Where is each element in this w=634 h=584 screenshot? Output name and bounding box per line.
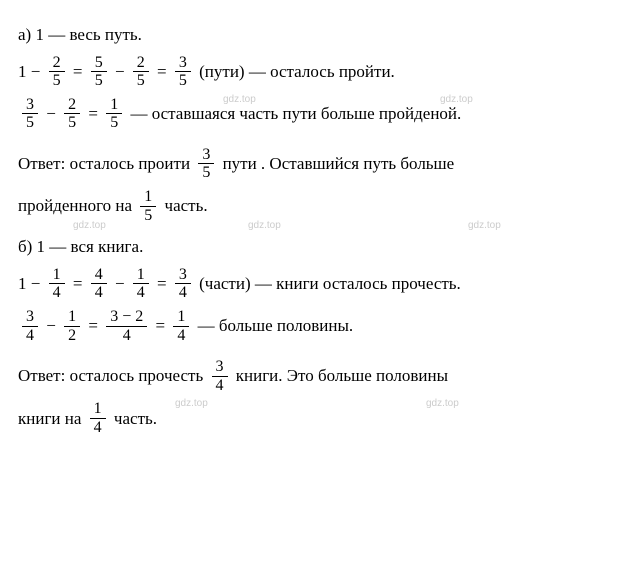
- fraction: 34: [212, 358, 228, 394]
- fraction: 15: [106, 96, 122, 132]
- fraction: 25: [133, 54, 149, 90]
- label-text: б) 1 — вся книга.: [18, 234, 143, 260]
- fraction: 15: [140, 188, 156, 224]
- text: (части) — книги осталось прочесть.: [195, 271, 461, 297]
- watermark: gdz.top: [468, 218, 501, 233]
- text: −: [42, 313, 60, 339]
- text: Ответ: осталось проити: [18, 151, 194, 177]
- text: =: [84, 313, 102, 339]
- fraction: 14: [90, 400, 106, 436]
- part-b-eq2: 34 − 12 = 3 − 24 = 14 — больше половины.: [18, 308, 616, 344]
- fraction: 35: [175, 54, 191, 90]
- text: книги на: [18, 406, 86, 432]
- fraction: 35: [198, 146, 214, 182]
- part-a-answer-2: пройденного на 15 часть. gdz.top gdz.top…: [18, 188, 616, 224]
- fraction: 25: [64, 96, 80, 132]
- fraction: 55: [91, 54, 107, 90]
- fraction: 12: [64, 308, 80, 344]
- text: 1 −: [18, 59, 45, 85]
- fraction: 25: [49, 54, 65, 90]
- text: 1 −: [18, 271, 45, 297]
- watermark: gdz.top: [73, 218, 106, 233]
- text: =: [153, 59, 171, 85]
- label-text: а) 1 — весь путь.: [18, 22, 142, 48]
- fraction: 14: [173, 308, 189, 344]
- fraction: 34: [22, 308, 38, 344]
- text: =: [69, 59, 87, 85]
- text: =: [84, 101, 102, 127]
- text: (пути) — осталось пройти.: [195, 59, 395, 85]
- part-b-answer-1: Ответ: осталось прочесть 34 книги. Это б…: [18, 358, 616, 394]
- text: Ответ: осталось прочесть: [18, 363, 208, 389]
- part-a-eq2: 35 − 25 = 15 — оставшаяся часть пути бол…: [18, 96, 616, 132]
- part-a-eq1: 1 − 25 = 55 − 25 = 35 (пути) — осталось …: [18, 54, 616, 90]
- fraction: 44: [91, 266, 107, 302]
- part-b-answer-2: книги на 14 часть.: [18, 400, 616, 436]
- text: часть.: [160, 193, 207, 219]
- text: пути . Оставшийся путь больше: [218, 151, 454, 177]
- watermark: gdz.top: [248, 218, 281, 233]
- part-a-label: а) 1 — весь путь.: [18, 22, 616, 48]
- part-b-label: б) 1 — вся книга.: [18, 234, 616, 260]
- text: −: [111, 271, 129, 297]
- fraction: 14: [49, 266, 65, 302]
- part-a-answer-1: Ответ: осталось проити 35 пути . Оставши…: [18, 146, 616, 182]
- fraction: 3 − 24: [106, 308, 147, 344]
- part-b-eq1: 1 − 14 = 44 − 14 = 34 (части) — книги ос…: [18, 266, 616, 302]
- text: −: [111, 59, 129, 85]
- fraction: 35: [22, 96, 38, 132]
- text: =: [153, 271, 171, 297]
- text: пройденного на: [18, 193, 136, 219]
- fraction: 34: [175, 266, 191, 302]
- text: книги. Это больше половины: [232, 363, 449, 389]
- text: =: [69, 271, 87, 297]
- text: — больше половины.: [193, 313, 353, 339]
- text: часть.: [110, 406, 157, 432]
- fraction: 14: [133, 266, 149, 302]
- text: — оставшаяся часть пути больше пройденой…: [126, 101, 461, 127]
- text: −: [42, 101, 60, 127]
- text: =: [151, 313, 169, 339]
